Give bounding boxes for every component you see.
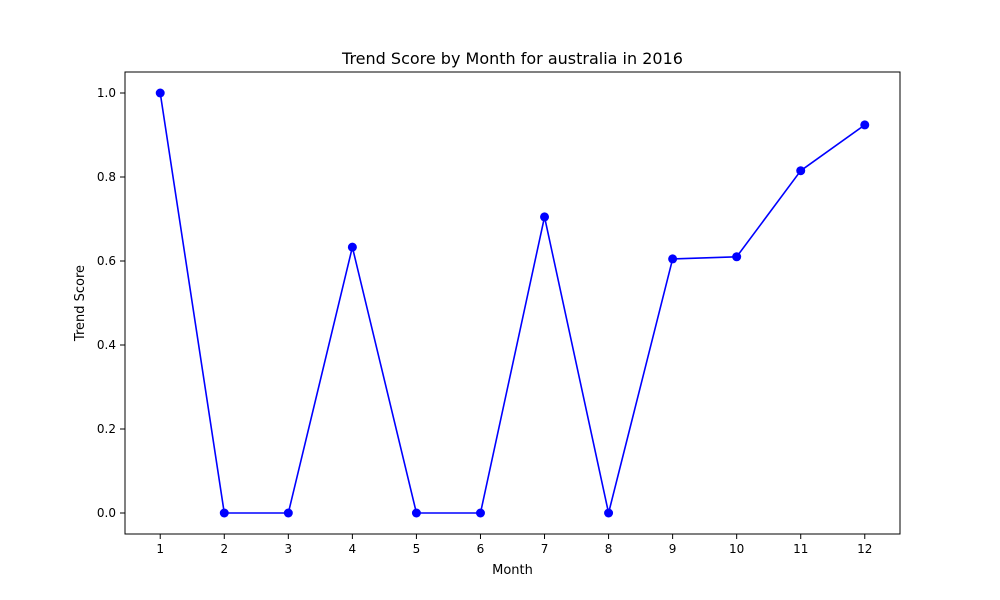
x-tick-label: 10 [729, 542, 744, 556]
x-tick-label: 9 [669, 542, 677, 556]
x-tick-label: 2 [220, 542, 228, 556]
plot-frame [124, 71, 901, 535]
x-tick-label: 8 [605, 542, 613, 556]
data-point [411, 508, 421, 518]
y-tick-label: 0.2 [97, 422, 116, 436]
x-tick-label: 1 [156, 542, 164, 556]
data-point [347, 242, 357, 252]
y-tick-label: 0.6 [97, 254, 116, 268]
y-tick-label: 0.0 [97, 506, 116, 520]
chart-title: Trend Score by Month for australia in 20… [341, 49, 683, 68]
data-point [860, 120, 870, 130]
data-point [604, 508, 614, 518]
data-point [796, 166, 806, 176]
plot-area [155, 88, 870, 518]
y-tick-label: 0.4 [97, 338, 116, 352]
data-point [475, 508, 485, 518]
series-line [159, 92, 866, 514]
x-tick-label: 12 [857, 542, 872, 556]
x-tick-label: 11 [793, 542, 808, 556]
y-tick-label: 0.8 [97, 170, 116, 184]
x-axis-label: Month [492, 563, 533, 578]
data-point [283, 508, 293, 518]
x-axis: 1 2 3 4 5 6 7 8 9 10 11 12 [156, 534, 872, 556]
x-tick-label: 3 [285, 542, 293, 556]
y-tick-label: 1.0 [97, 86, 116, 100]
y-axis-label: Trend Score [73, 265, 88, 342]
y-axis: 0.0 0.2 0.4 0.6 0.8 1.0 [97, 86, 125, 520]
data-point [732, 252, 742, 262]
data-point [155, 88, 165, 98]
x-tick-label: 5 [413, 542, 421, 556]
data-point [219, 508, 229, 518]
data-point [668, 254, 678, 264]
data-point [540, 212, 550, 222]
x-tick-label: 7 [541, 542, 549, 556]
x-tick-label: 6 [477, 542, 485, 556]
x-tick-label: 4 [349, 542, 357, 556]
